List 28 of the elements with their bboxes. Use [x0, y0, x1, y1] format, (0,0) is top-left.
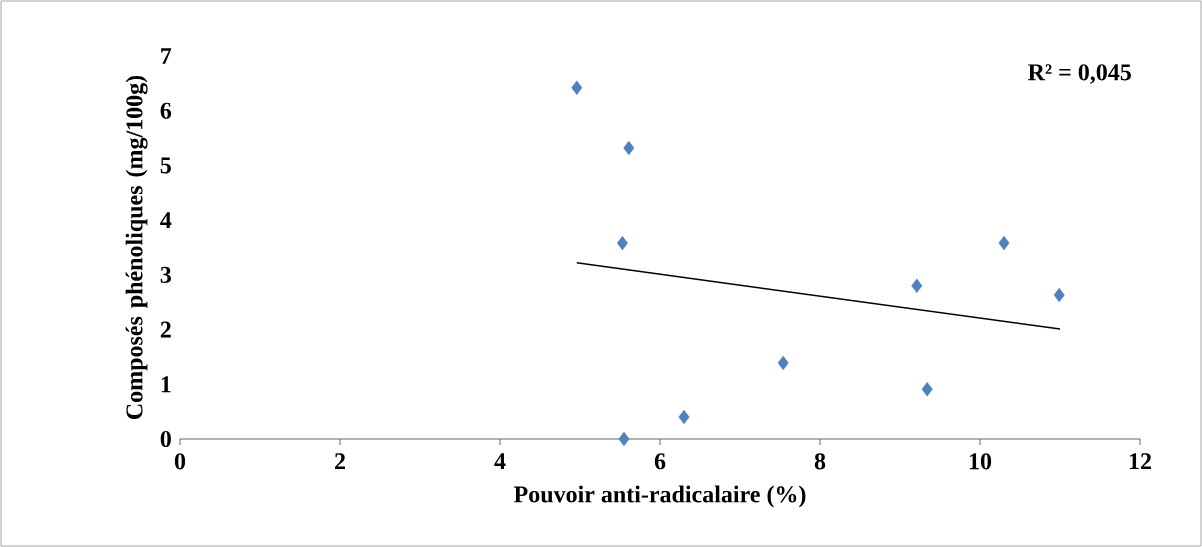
- y-tick-label: 5: [160, 157, 171, 174]
- point: [911, 278, 923, 293]
- point: [618, 431, 630, 447]
- annotation: R² = 0,045: [1028, 64, 1131, 84]
- x-tick-label: 12: [1129, 453, 1151, 470]
- point: [571, 80, 583, 95]
- x-axis-title: Pouvoir anti-radicalaire (%): [513, 485, 806, 508]
- y-tick-label: 1: [161, 376, 171, 393]
- point: [921, 382, 933, 397]
- x-tick-label: 2: [335, 453, 345, 470]
- point: [777, 355, 789, 371]
- y-axis-title: Composés phénoliques (mg/100g): [125, 75, 148, 420]
- y-tick-label: 7: [161, 48, 172, 64]
- y-tick-label: 6: [160, 102, 172, 119]
- x-tick-label: 4: [494, 453, 506, 469]
- point: [623, 140, 635, 156]
- x-tick-label: 0: [174, 453, 186, 470]
- y-tick-label: 2: [160, 321, 171, 338]
- x-tick-label: 8: [814, 453, 826, 470]
- y-tick-label: 0: [160, 430, 171, 448]
- point: [678, 409, 690, 425]
- point: [998, 235, 1010, 251]
- point: [1053, 287, 1065, 303]
- y-tick-label: 3: [160, 266, 171, 283]
- x-tick-label: 6: [654, 453, 666, 470]
- x-tick-label: 10: [969, 453, 992, 470]
- point: [616, 235, 628, 251]
- y-tick-label: 4: [160, 212, 172, 229]
